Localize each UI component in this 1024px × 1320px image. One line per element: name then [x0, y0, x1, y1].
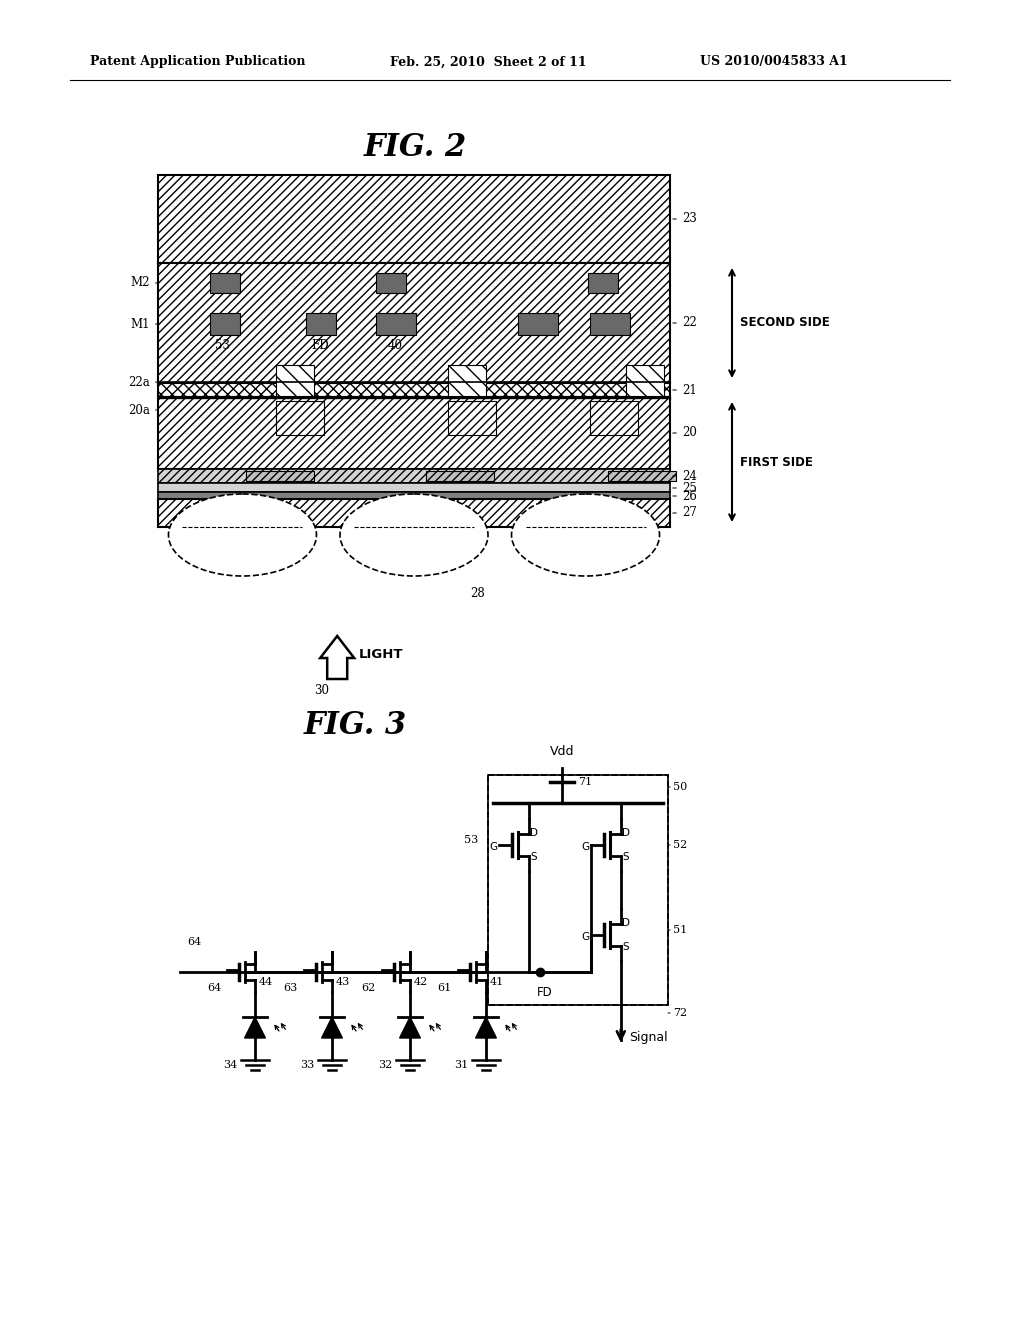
Text: 43: 43	[336, 977, 350, 987]
Text: 64: 64	[207, 983, 221, 993]
Text: 31: 31	[454, 1060, 468, 1071]
Text: 33: 33	[300, 1060, 314, 1071]
Text: 22a: 22a	[128, 375, 158, 388]
Text: 53: 53	[215, 339, 230, 352]
Text: 20: 20	[673, 426, 697, 440]
Bar	[488, 775, 668, 1005]
Text: US 2010/0045833 A1: US 2010/0045833 A1	[700, 55, 848, 69]
Bar	[158, 483, 670, 492]
Text: FD: FD	[538, 986, 553, 999]
Bar	[518, 313, 558, 335]
Text: 42: 42	[414, 977, 428, 987]
Bar	[588, 273, 618, 293]
Text: G: G	[489, 842, 498, 853]
Text: 53: 53	[464, 836, 478, 845]
Text: 30: 30	[314, 684, 329, 697]
Ellipse shape	[512, 494, 659, 576]
Text: 20a: 20a	[128, 404, 158, 417]
Bar	[158, 492, 670, 499]
Text: 41: 41	[490, 977, 504, 987]
Text: 72: 72	[668, 1008, 687, 1018]
Ellipse shape	[169, 494, 316, 576]
Text: 32: 32	[378, 1060, 392, 1071]
Bar	[276, 401, 324, 436]
Text: FIG. 2: FIG. 2	[364, 132, 467, 164]
Text: M1: M1	[130, 318, 158, 330]
Polygon shape	[322, 1018, 342, 1038]
Text: Vdd: Vdd	[550, 744, 574, 758]
Bar	[449, 401, 496, 436]
Text: 23: 23	[673, 213, 697, 226]
Text: 21: 21	[673, 384, 696, 396]
Text: SECOND SIDE: SECOND SIDE	[740, 317, 829, 330]
Text: 50: 50	[668, 781, 687, 792]
Text: 44: 44	[259, 977, 273, 987]
Text: G: G	[582, 842, 590, 853]
Polygon shape	[245, 1018, 265, 1038]
Text: 52: 52	[668, 840, 687, 850]
Bar	[246, 471, 314, 480]
Text: D: D	[530, 828, 538, 838]
Text: 40: 40	[387, 339, 402, 352]
Text: D: D	[622, 828, 630, 838]
Bar	[488, 775, 668, 1005]
Text: Feb. 25, 2010  Sheet 2 of 11: Feb. 25, 2010 Sheet 2 of 11	[390, 55, 587, 69]
Bar	[210, 313, 240, 335]
Text: FD: FD	[311, 339, 329, 352]
Text: Patent Application Publication: Patent Application Publication	[90, 55, 305, 69]
FancyArrow shape	[321, 636, 354, 678]
Bar	[426, 471, 494, 480]
Ellipse shape	[340, 494, 488, 576]
Text: Signal: Signal	[629, 1031, 668, 1044]
Text: G: G	[582, 932, 590, 942]
Text: 61: 61	[437, 983, 452, 993]
Text: FIRST SIDE: FIRST SIDE	[740, 455, 813, 469]
Bar	[158, 397, 670, 469]
Bar	[158, 383, 670, 397]
Bar	[449, 366, 486, 417]
Text: D: D	[622, 917, 630, 928]
Text: LIGHT: LIGHT	[359, 648, 403, 661]
Bar	[158, 499, 670, 527]
Text: 24: 24	[673, 470, 697, 483]
Text: 28: 28	[471, 587, 485, 601]
Text: 34: 34	[223, 1060, 237, 1071]
Polygon shape	[475, 1018, 497, 1038]
Text: 26: 26	[673, 490, 697, 503]
Bar	[608, 471, 676, 480]
Text: S: S	[530, 851, 537, 862]
Text: S: S	[622, 851, 629, 862]
Text: M2: M2	[130, 276, 158, 289]
Bar	[276, 366, 314, 417]
Text: 22: 22	[673, 317, 696, 330]
Bar	[626, 366, 664, 417]
Bar	[158, 263, 670, 383]
Bar	[376, 273, 406, 293]
Bar	[590, 401, 638, 436]
Bar	[210, 273, 240, 293]
Text: S: S	[622, 942, 629, 952]
Text: 63: 63	[284, 983, 298, 993]
Text: 25: 25	[673, 482, 697, 495]
Polygon shape	[399, 1018, 421, 1038]
Bar	[158, 469, 670, 483]
Text: FIG. 3: FIG. 3	[303, 710, 407, 741]
Bar	[158, 176, 670, 263]
Bar	[306, 313, 336, 335]
Text: 51: 51	[668, 925, 687, 935]
Bar	[590, 313, 630, 335]
Text: 62: 62	[361, 983, 376, 993]
Bar	[376, 313, 416, 335]
Text: 71: 71	[578, 777, 592, 787]
Text: 64: 64	[186, 937, 201, 946]
Text: 27: 27	[673, 507, 697, 520]
